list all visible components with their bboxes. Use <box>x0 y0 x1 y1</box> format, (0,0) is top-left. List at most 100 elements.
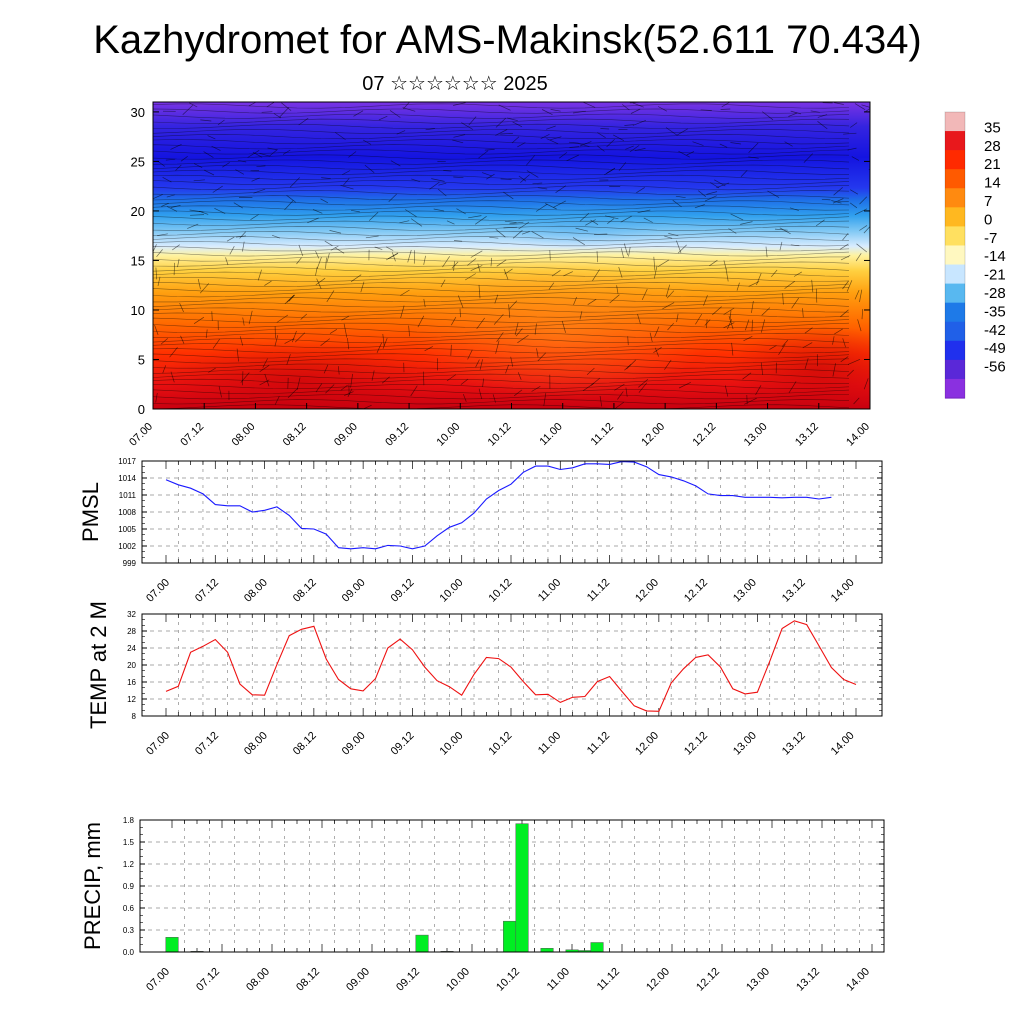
colorbar-swatch <box>945 340 965 361</box>
wind-barb <box>840 309 849 318</box>
heatmap-warm-region <box>410 260 710 400</box>
wind-barb <box>495 229 506 238</box>
wind-barb <box>180 335 185 344</box>
wind-barb <box>843 132 857 135</box>
x-tick-label: 10.00 <box>434 421 462 449</box>
wind-barb <box>821 198 831 201</box>
wind-barb <box>489 236 499 239</box>
wind-barb <box>251 177 260 182</box>
x-tick-label: 10.12 <box>486 577 514 605</box>
colorbar-label: -14 <box>984 248 1006 265</box>
y-tick-label: 1002 <box>118 542 136 551</box>
wind-barb <box>233 202 243 209</box>
precip-bar <box>540 948 554 953</box>
wind-barb <box>572 237 585 246</box>
wind-barb <box>287 388 298 399</box>
wind-barb <box>761 111 774 121</box>
wind-barb <box>438 182 447 186</box>
wind-barb <box>374 246 383 250</box>
wind-barb <box>555 185 567 193</box>
wind-barb <box>579 212 590 222</box>
wind-barb <box>329 329 338 334</box>
colorbar-swatch <box>945 150 965 170</box>
wind-barb <box>271 234 281 239</box>
wind-barb <box>400 289 410 296</box>
x-tick-label: 12.00 <box>633 730 661 758</box>
wind-barb <box>511 136 520 144</box>
wind-streamline <box>153 394 850 400</box>
wind-barb <box>626 359 637 370</box>
series-line <box>165 461 832 550</box>
wind-barb <box>590 219 599 225</box>
wind-barb <box>730 142 741 145</box>
wind-barb <box>281 102 292 111</box>
wind-barb <box>678 150 690 158</box>
wind-barb <box>381 376 390 384</box>
wind-streamline <box>153 220 850 226</box>
colorbar-label: 7 <box>984 193 992 210</box>
wind-barb <box>500 133 513 135</box>
wind-barb <box>748 156 759 159</box>
wind-barb <box>840 255 851 261</box>
x-tick-label: 10.00 <box>444 966 472 994</box>
wind-barb <box>505 364 509 374</box>
wind-barb <box>326 253 330 263</box>
wind-barb <box>678 381 691 389</box>
wind-barb <box>259 365 270 372</box>
wind-barb <box>624 124 634 126</box>
wind-barb <box>712 306 722 316</box>
wind-barb <box>175 164 182 171</box>
wind-barb <box>548 282 555 290</box>
wind-barb <box>833 187 843 196</box>
wind-barb <box>259 379 270 386</box>
x-tick-label: 09.12 <box>383 421 411 449</box>
wind-streamline <box>153 373 850 379</box>
colorbar-swatch <box>945 207 965 227</box>
colorbar-swatch <box>945 321 965 342</box>
wind-barb <box>340 184 354 190</box>
wind-streamline <box>153 134 850 140</box>
wind-barb <box>442 256 450 268</box>
y-tick-label: 1005 <box>118 525 136 534</box>
wind-barb <box>269 149 278 157</box>
wind-barb <box>804 358 809 370</box>
wind-barb <box>561 320 566 333</box>
y-tick-label: 28 <box>127 627 136 636</box>
wind-streamline <box>153 205 850 211</box>
wind-barb <box>315 277 326 286</box>
wind-barb <box>368 212 379 221</box>
series-line <box>165 620 857 712</box>
colorbar-swatch <box>945 131 965 151</box>
wind-barb <box>779 227 791 235</box>
wind-barb <box>342 170 351 176</box>
y-tick-label: 20 <box>127 661 136 670</box>
wind-barb <box>467 349 473 360</box>
wind-barb <box>621 104 630 111</box>
wind-barb <box>242 241 245 252</box>
wind-barb <box>641 288 648 301</box>
wind-streamline <box>153 144 850 150</box>
wind-barb <box>402 107 416 112</box>
wind-barb <box>579 141 592 147</box>
y-axis-title: TEMP at 2 M <box>86 601 111 729</box>
wind-barb <box>484 149 495 151</box>
wind-barb <box>630 108 641 114</box>
wind-barb <box>162 176 172 183</box>
wind-barb <box>514 322 519 335</box>
wind-barb <box>385 253 399 261</box>
x-tick-label: 07.00 <box>144 966 172 994</box>
wind-barb <box>719 143 728 148</box>
colorbar-label: -56 <box>984 359 1006 376</box>
wind-barb <box>440 279 446 288</box>
wind-barb <box>789 207 800 211</box>
wind-streamline <box>153 179 850 186</box>
wind-barb <box>486 173 495 180</box>
wind-barb <box>460 378 469 385</box>
colorbar-label: -21 <box>984 267 1006 284</box>
wind-barb <box>157 161 166 167</box>
wind-barb <box>248 102 257 107</box>
wind-barb <box>726 319 733 330</box>
wind-barb <box>517 372 522 380</box>
x-tick-label: 09.12 <box>389 730 417 758</box>
wind-barb <box>353 110 364 117</box>
